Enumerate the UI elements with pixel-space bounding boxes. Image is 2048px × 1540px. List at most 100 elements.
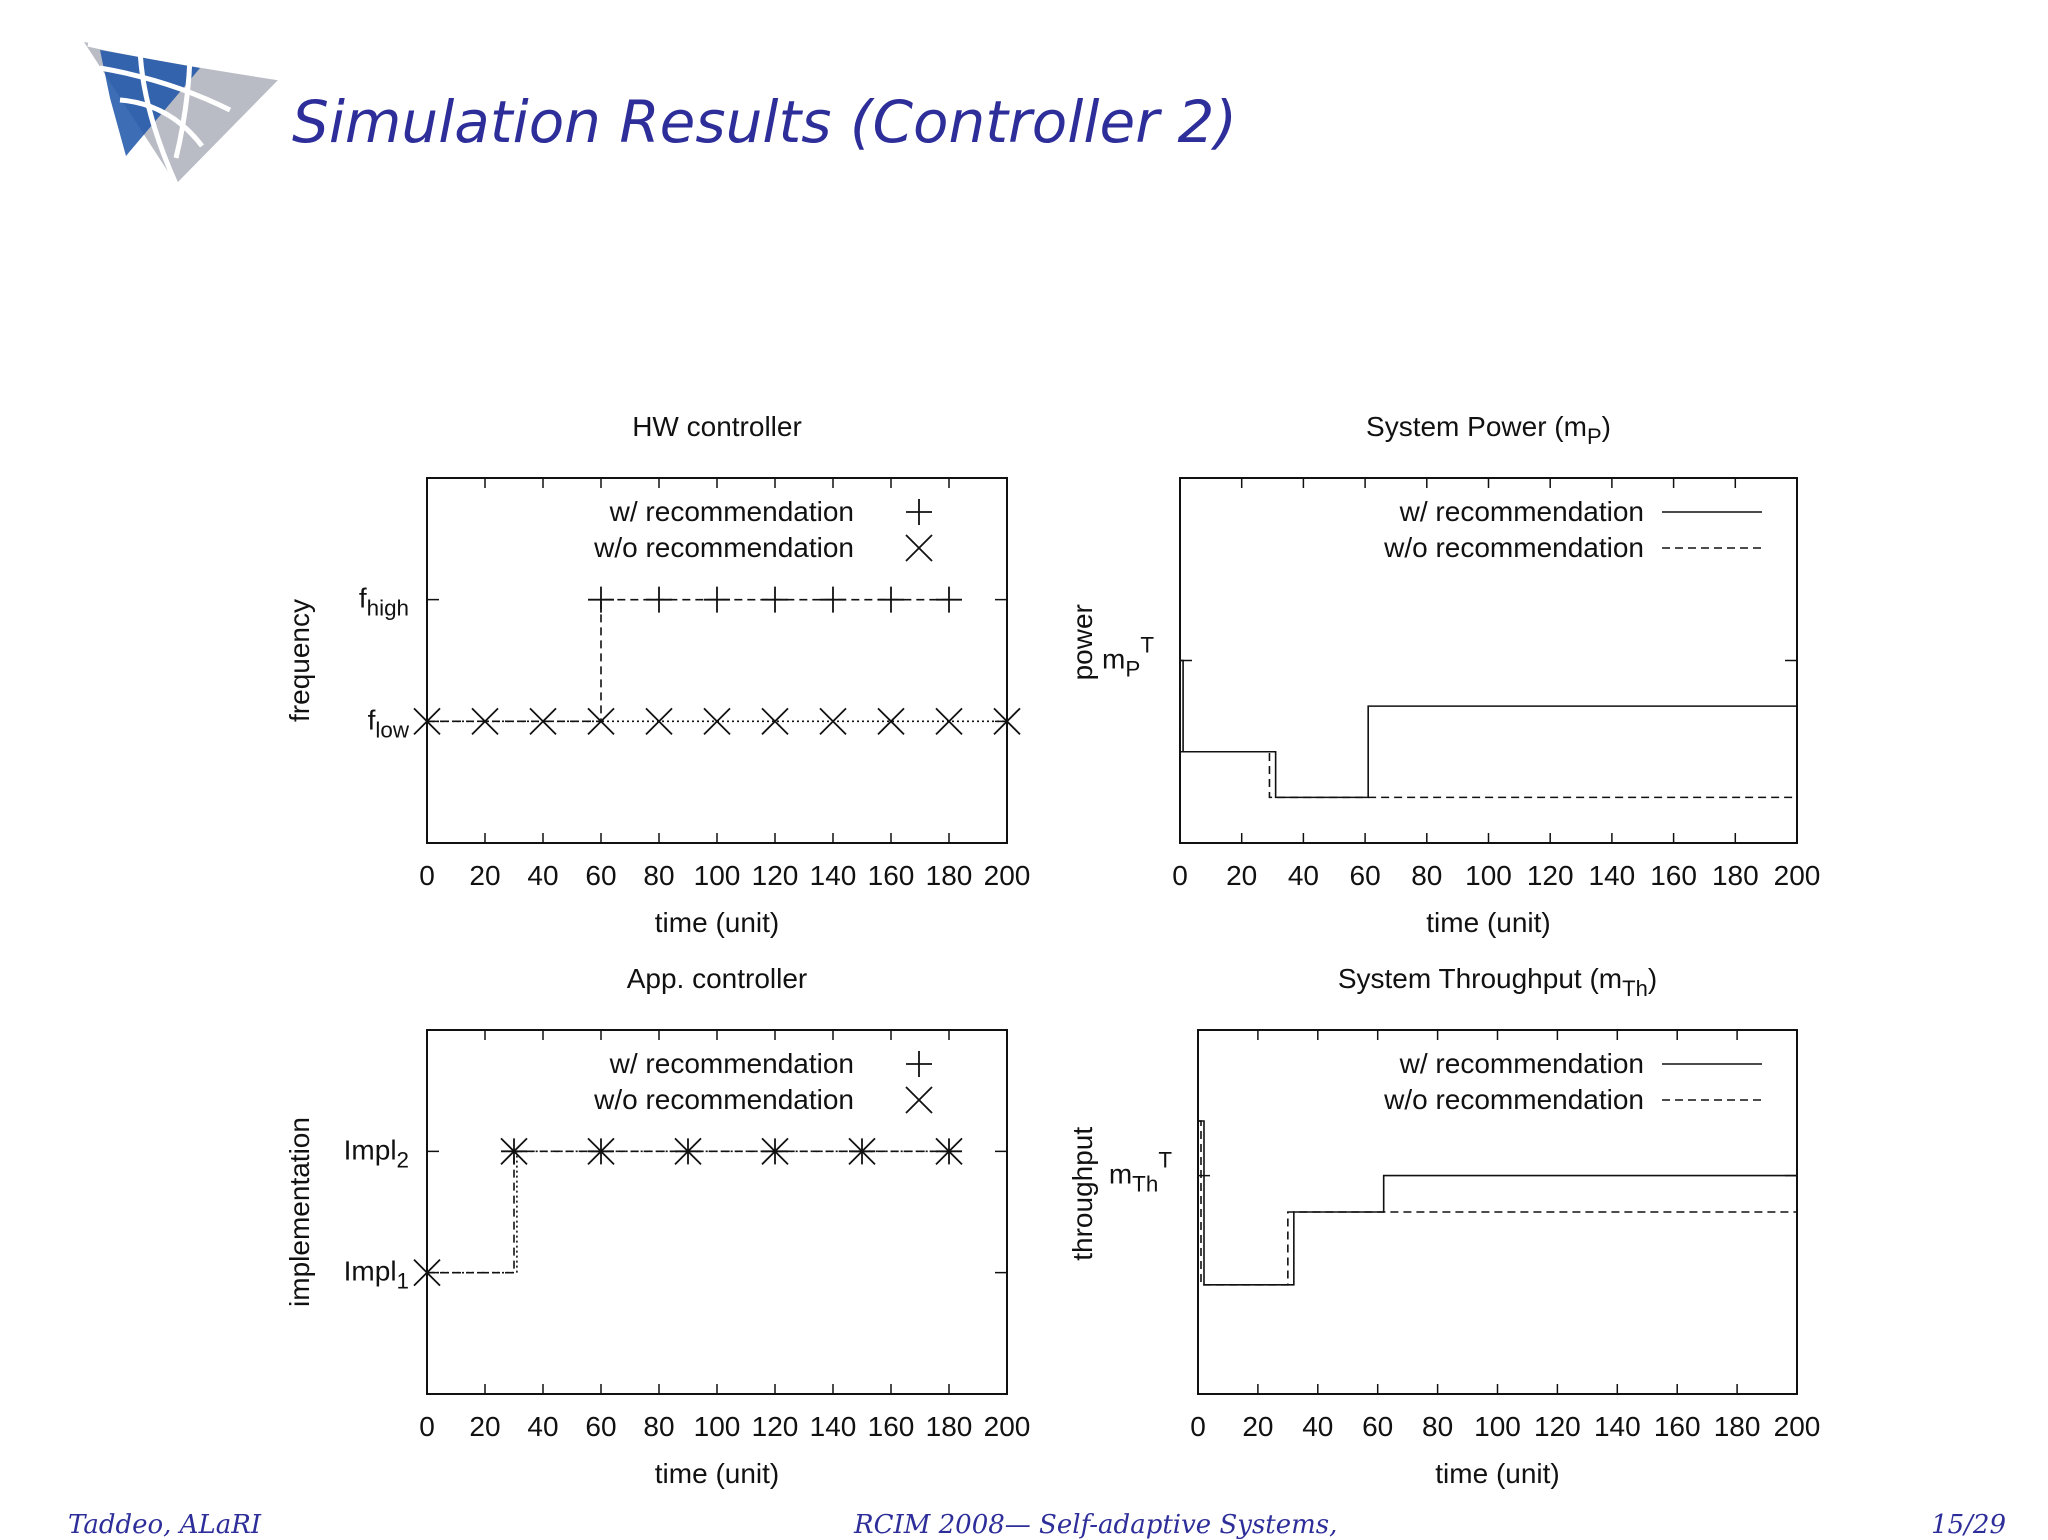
series-2-marker (471, 707, 499, 735)
legend-label: w/o recommendation (593, 532, 854, 563)
x-tick-label: 180 (1712, 860, 1759, 891)
x-tick-label: 200 (984, 1411, 1031, 1442)
x-tick-label: 120 (1534, 1411, 1581, 1442)
series-2-marker (819, 707, 847, 735)
x-tick-label: 20 (469, 860, 500, 891)
series-1-marker (878, 586, 904, 613)
x-tick-label: 140 (810, 860, 857, 891)
series-2-marker (529, 707, 557, 735)
x-tick-label: 80 (1411, 860, 1442, 891)
x-tick-label: 160 (1654, 1411, 1701, 1442)
legend-label: w/ recommendation (1399, 496, 1644, 527)
legend-label: w/o recommendation (593, 1084, 854, 1115)
legend-marker (906, 1051, 932, 1077)
x-tick-label: 0 (1190, 1411, 1206, 1442)
legend-label: w/ recommendation (1399, 1048, 1644, 1079)
slide-title: Simulation Results (Controller 2) (292, 88, 1238, 156)
x-tick-label: 60 (1362, 1411, 1393, 1442)
series-1-marker (646, 586, 672, 613)
legend-label: w/ recommendation (609, 1048, 854, 1079)
chart-hw: HW controller 0 20 40 60 80 100 120 140 160 180 200… (284, 411, 1030, 938)
legend-marker (905, 534, 933, 562)
series-1-marker (762, 586, 788, 613)
chart-title: App. controller (627, 963, 808, 994)
x-tick-label: 120 (752, 1411, 799, 1442)
legend-label: w/o recommendation (1383, 1084, 1644, 1115)
legend-marker (905, 1086, 933, 1114)
footer-page-number: 15/29 (1931, 1510, 2006, 1540)
x-tick-label: 40 (527, 1411, 558, 1442)
series-line-2 (1179, 660, 1797, 799)
chart-power: System Power (mP) 0 20 40 60 80 100 120 140 160 18… (1067, 411, 1820, 938)
x-tick-label: 40 (527, 860, 558, 891)
y-tick-label: fhigh (359, 583, 409, 621)
x-tick-label: 180 (926, 860, 973, 891)
series-line-1 (427, 1150, 949, 1274)
y-axis-label: implementation (284, 1117, 315, 1307)
chart-title: System Throughput (mTh) (1338, 963, 1657, 1001)
series-2-marker (500, 1137, 528, 1165)
x-tick-label: 100 (1465, 860, 1512, 891)
y-axis-label: frequency (284, 599, 315, 722)
x-tick-label: 200 (984, 860, 1031, 891)
series-2-marker (587, 707, 615, 735)
x-tick-label: 120 (1527, 860, 1574, 891)
series-2-marker (674, 1137, 702, 1165)
y-axis-label: throughput (1067, 1127, 1098, 1261)
y-tick-label: mThT (1109, 1148, 1172, 1197)
x-axis-label: time (unit) (1426, 907, 1550, 938)
x-tick-label: 160 (868, 1411, 915, 1442)
chart-throughput: System Throughput (mTh) 0 20 40 60 80 100 120 14… (1067, 963, 1820, 1489)
x-tick-label: 140 (1589, 860, 1636, 891)
x-tick-label: 200 (1774, 1411, 1821, 1442)
x-tick-label: 40 (1302, 1411, 1333, 1442)
x-tick-label: 200 (1774, 860, 1821, 891)
footer-venue: RCIM 2008— Self-adaptive Systems, (854, 1510, 1338, 1540)
x-tick-label: 40 (1288, 860, 1319, 891)
series-2-marker (587, 1137, 615, 1165)
x-tick-label: 140 (810, 1411, 857, 1442)
series-1-marker (936, 586, 962, 613)
y-axis-label: power (1067, 604, 1098, 680)
series-line-2 (427, 1150, 949, 1274)
series-2-marker (935, 1137, 963, 1165)
x-tick-label: 100 (694, 860, 741, 891)
x-tick-label: 0 (1172, 860, 1188, 891)
series-2-marker (413, 707, 441, 735)
x-tick-label: 80 (1422, 1411, 1453, 1442)
series-2-marker (848, 1137, 876, 1165)
series-2-marker (761, 1137, 789, 1165)
x-tick-label: 0 (419, 860, 435, 891)
series-line-1 (1180, 659, 1797, 799)
y-tick-label: Impl1 (344, 1256, 409, 1294)
x-tick-label: 140 (1594, 1411, 1641, 1442)
x-tick-label: 80 (643, 1411, 674, 1442)
x-tick-label: 20 (1242, 1411, 1273, 1442)
x-axis-label: time (unit) (1435, 1458, 1559, 1489)
x-tick-label: 80 (643, 860, 674, 891)
series-2-marker (413, 1259, 441, 1287)
legend-label: w/o recommendation (1383, 532, 1644, 563)
series-2-marker (877, 707, 905, 735)
series-2-marker (703, 707, 731, 735)
x-tick-label: 160 (1650, 860, 1697, 891)
footer-author: Taddeo, ALaRI (68, 1510, 262, 1540)
chart-app: App. controller 0 20 40 60 80 100 120 140 160 180 2… (284, 963, 1030, 1489)
x-tick-label: 0 (419, 1411, 435, 1442)
x-tick-label: 100 (1474, 1411, 1521, 1442)
x-tick-label: 60 (585, 1411, 616, 1442)
x-tick-label: 120 (752, 860, 799, 891)
chart-title: System Power (mP) (1366, 411, 1611, 449)
x-axis-label: time (unit) (655, 1458, 779, 1489)
legend-marker (906, 499, 932, 525)
chart-title: HW controller (632, 411, 802, 442)
x-tick-label: 160 (868, 860, 915, 891)
x-tick-label: 60 (585, 860, 616, 891)
legend-label: w/ recommendation (609, 496, 854, 527)
series-2-marker (761, 707, 789, 735)
alari-logo (84, 41, 281, 186)
x-tick-label: 60 (1350, 860, 1381, 891)
series-1-marker (588, 586, 614, 613)
x-tick-label: 100 (694, 1411, 741, 1442)
